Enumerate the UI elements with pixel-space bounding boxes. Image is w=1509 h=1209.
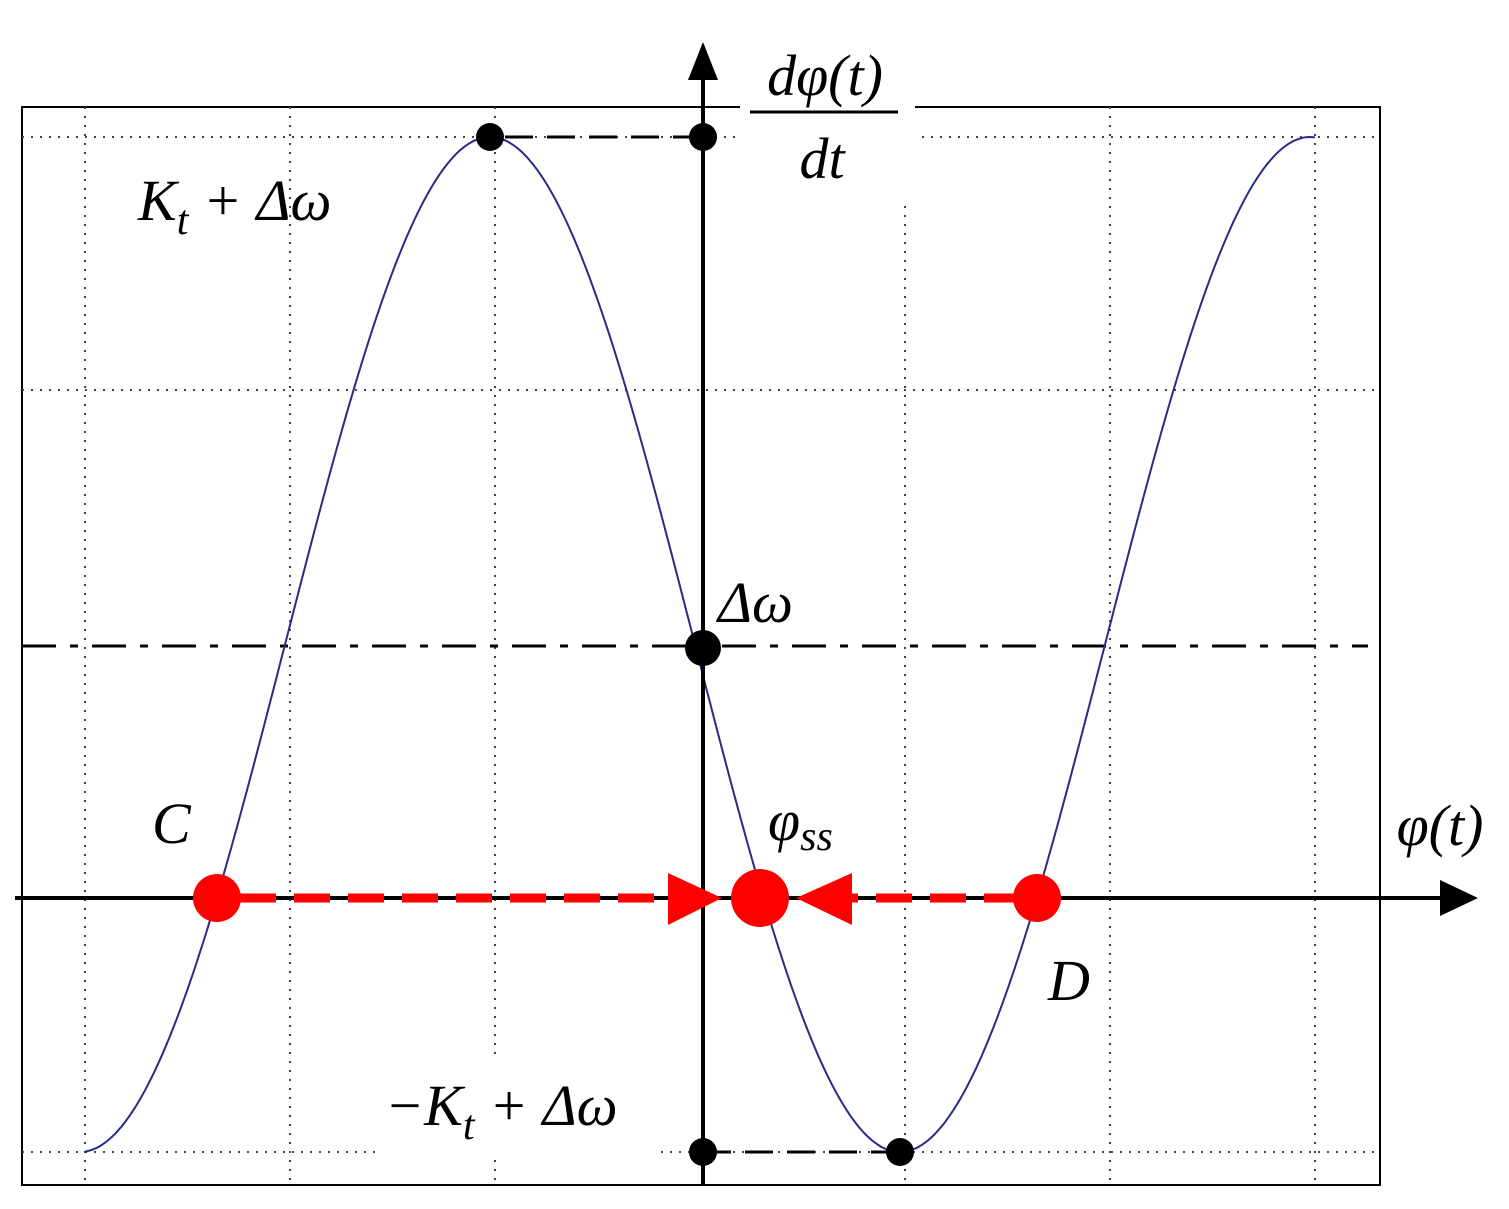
min-label: −Kt + Δω [385, 1073, 618, 1149]
point-d-label: D [1047, 948, 1090, 1013]
subscript: ss [800, 814, 833, 860]
symbol: −K [385, 1073, 466, 1138]
point-d [1013, 874, 1061, 922]
x-axis-arrow [1440, 880, 1478, 916]
min-point [886, 1138, 914, 1166]
offset-label: Δω [716, 570, 793, 635]
label-background [375, 1055, 655, 1160]
flow-arrow [796, 873, 852, 925]
symbol: φ [768, 788, 800, 853]
grid [22, 107, 1380, 1185]
subscript: t [177, 198, 190, 244]
axis-point [689, 123, 717, 151]
axis-point [689, 1138, 717, 1166]
x-axis-label: φ(t) [1397, 793, 1484, 858]
steady-state-point [731, 869, 789, 927]
y-axis-numerator: dφ(t) [767, 43, 883, 108]
subscript: t [463, 1103, 476, 1149]
rest: + Δω [475, 1073, 618, 1138]
point-c [193, 874, 241, 922]
symbol: K [137, 168, 180, 233]
y-axis-arrow [688, 42, 718, 80]
flow-arrow [668, 873, 722, 925]
point-c-label: C [152, 791, 192, 856]
y-axis-denominator: dt [799, 126, 846, 191]
max-label: Kt + Δω [137, 168, 332, 244]
axis-point [685, 630, 721, 666]
max-point [476, 123, 504, 151]
steady-state-label: φss [768, 788, 833, 860]
rest: + Δω [188, 168, 331, 233]
